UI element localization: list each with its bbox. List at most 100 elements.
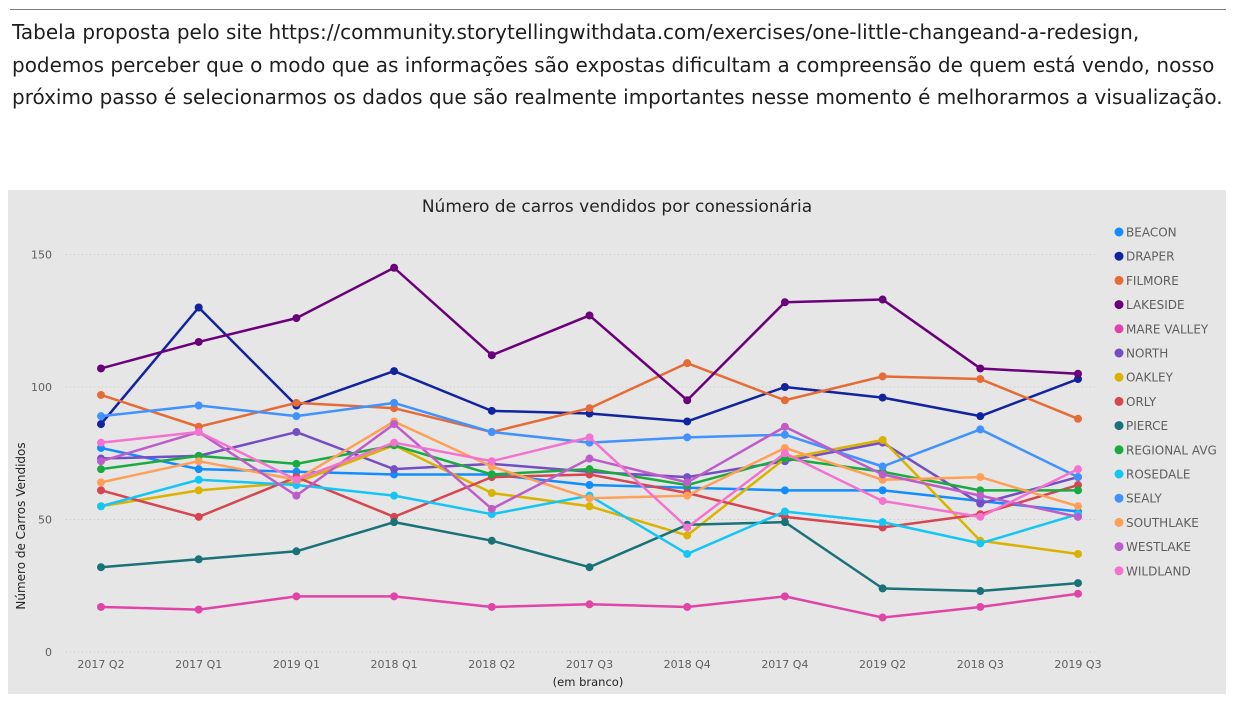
- data-point-pierce[interactable]: [292, 547, 301, 556]
- data-point-mare-valley[interactable]: [976, 602, 985, 611]
- legend-item-beacon[interactable]: BEACON: [1114, 226, 1177, 240]
- data-point-draper[interactable]: [194, 303, 203, 312]
- legend-item-pierce[interactable]: PIERCE: [1114, 419, 1169, 433]
- data-point-draper[interactable]: [390, 367, 399, 376]
- data-point-beacon[interactable]: [878, 486, 887, 495]
- data-point-mare-valley[interactable]: [878, 613, 887, 622]
- data-point-pierce[interactable]: [97, 563, 105, 572]
- legend-item-oakley[interactable]: OAKLEY: [1114, 371, 1174, 385]
- data-point-wildland[interactable]: [487, 457, 496, 466]
- data-point-rosedale[interactable]: [97, 502, 105, 511]
- data-point-filmore[interactable]: [683, 359, 692, 368]
- data-point-lakeside[interactable]: [878, 295, 887, 304]
- data-point-draper[interactable]: [487, 406, 496, 415]
- data-point-sealy[interactable]: [194, 401, 203, 410]
- data-point-westlake[interactable]: [97, 457, 105, 466]
- legend-item-north[interactable]: NORTH: [1114, 347, 1169, 361]
- data-point-lakeside[interactable]: [683, 396, 692, 405]
- data-point-orly[interactable]: [194, 512, 203, 521]
- data-point-sealy[interactable]: [487, 428, 496, 437]
- data-point-lakeside[interactable]: [194, 337, 203, 346]
- data-point-pierce[interactable]: [487, 536, 496, 545]
- data-point-filmore[interactable]: [1074, 414, 1082, 423]
- data-point-lakeside[interactable]: [487, 351, 496, 360]
- data-point-rosedale[interactable]: [780, 507, 789, 516]
- legend-item-orly[interactable]: ORLY: [1114, 395, 1157, 409]
- data-point-wildland[interactable]: [97, 438, 105, 447]
- data-point-mare-valley[interactable]: [487, 602, 496, 611]
- legend-item-lakeside[interactable]: LAKESIDE: [1114, 298, 1185, 312]
- data-point-beacon[interactable]: [780, 486, 789, 495]
- data-point-regional-avg[interactable]: [487, 470, 496, 479]
- legend-item-wildland[interactable]: WILDLAND: [1114, 564, 1191, 578]
- data-point-draper[interactable]: [780, 383, 789, 391]
- data-point-pierce[interactable]: [194, 555, 203, 564]
- data-point-southlake[interactable]: [683, 491, 692, 500]
- data-point-regional-avg[interactable]: [1074, 486, 1082, 495]
- data-point-filmore[interactable]: [97, 390, 105, 399]
- data-point-southlake[interactable]: [97, 478, 105, 487]
- data-point-pierce[interactable]: [878, 584, 887, 593]
- data-point-oakley[interactable]: [487, 489, 496, 497]
- data-point-rosedale[interactable]: [390, 491, 399, 500]
- data-point-sealy[interactable]: [780, 430, 789, 439]
- data-point-lakeside[interactable]: [585, 311, 594, 320]
- data-point-sealy[interactable]: [976, 425, 985, 434]
- data-point-draper[interactable]: [683, 417, 692, 426]
- data-point-westlake[interactable]: [585, 454, 594, 463]
- data-point-draper[interactable]: [976, 412, 985, 421]
- legend-item-southlake[interactable]: SOUTHLAKE: [1114, 516, 1199, 530]
- data-point-sealy[interactable]: [390, 398, 399, 407]
- data-point-mare-valley[interactable]: [683, 602, 692, 611]
- data-point-sealy[interactable]: [683, 433, 692, 442]
- data-point-lakeside[interactable]: [292, 314, 301, 323]
- data-point-oakley[interactable]: [1074, 549, 1082, 558]
- data-point-pierce[interactable]: [1074, 579, 1082, 588]
- legend-item-mare-valley[interactable]: MARE VALLEY: [1114, 322, 1209, 336]
- data-point-north[interactable]: [390, 465, 399, 474]
- data-point-pierce[interactable]: [390, 518, 399, 527]
- data-point-filmore[interactable]: [878, 372, 887, 381]
- data-point-wildland[interactable]: [1074, 465, 1082, 474]
- data-point-mare-valley[interactable]: [1074, 589, 1082, 598]
- data-point-lakeside[interactable]: [390, 263, 399, 272]
- data-point-oakley[interactable]: [585, 502, 594, 511]
- data-point-mare-valley[interactable]: [390, 592, 399, 601]
- data-point-southlake[interactable]: [1074, 502, 1082, 511]
- data-point-north[interactable]: [976, 499, 985, 508]
- data-point-westlake[interactable]: [1074, 512, 1082, 521]
- data-point-mare-valley[interactable]: [585, 600, 594, 609]
- data-point-draper[interactable]: [878, 393, 887, 402]
- data-point-sealy[interactable]: [878, 462, 887, 471]
- data-point-wildland[interactable]: [585, 433, 594, 442]
- data-point-mare-valley[interactable]: [292, 592, 301, 601]
- data-point-filmore[interactable]: [780, 396, 789, 405]
- legend-item-filmore[interactable]: FILMORE: [1114, 274, 1179, 288]
- data-point-filmore[interactable]: [976, 375, 985, 384]
- data-point-sealy[interactable]: [292, 412, 301, 421]
- data-point-wildland[interactable]: [194, 428, 203, 437]
- data-point-rosedale[interactable]: [878, 518, 887, 527]
- data-point-oakley[interactable]: [878, 436, 887, 444]
- data-point-rosedale[interactable]: [976, 539, 985, 548]
- data-point-regional-avg[interactable]: [97, 465, 105, 474]
- data-point-westlake[interactable]: [780, 422, 789, 431]
- data-point-beacon[interactable]: [585, 481, 594, 490]
- legend-item-westlake[interactable]: WESTLAKE: [1114, 540, 1192, 554]
- data-point-lakeside[interactable]: [97, 364, 105, 373]
- data-point-oakley[interactable]: [194, 486, 203, 495]
- data-point-southlake[interactable]: [585, 494, 594, 503]
- data-point-westlake[interactable]: [292, 491, 301, 500]
- data-point-orly[interactable]: [97, 486, 105, 495]
- data-point-westlake[interactable]: [878, 470, 887, 479]
- data-point-wildland[interactable]: [878, 496, 887, 505]
- data-point-sealy[interactable]: [1074, 473, 1082, 482]
- data-point-regional-avg[interactable]: [292, 459, 301, 468]
- data-point-westlake[interactable]: [976, 491, 985, 500]
- data-point-filmore[interactable]: [585, 404, 594, 413]
- data-point-sealy[interactable]: [97, 412, 105, 421]
- data-point-mare-valley[interactable]: [194, 605, 203, 614]
- data-point-westlake[interactable]: [683, 478, 692, 487]
- legend-item-draper[interactable]: DRAPER: [1114, 250, 1175, 264]
- data-point-mare-valley[interactable]: [780, 592, 789, 601]
